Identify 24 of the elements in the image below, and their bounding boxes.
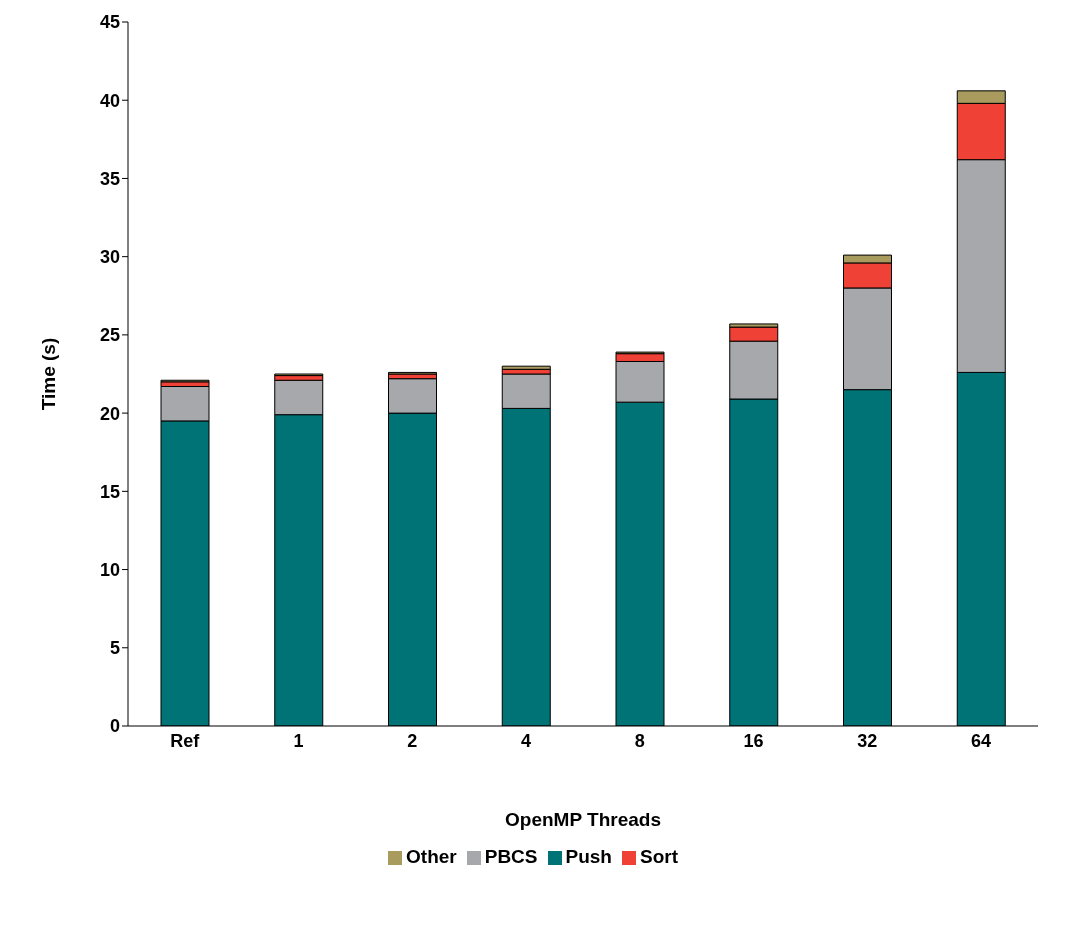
x-tick-label: 8 <box>634 730 645 751</box>
x-tick-label: 32 <box>857 730 878 751</box>
x-tick-label: 64 <box>971 730 992 751</box>
x-tick-label: 16 <box>743 730 764 751</box>
y-tick-label: 10 <box>99 559 120 580</box>
y-tick-label: 25 <box>99 325 120 346</box>
x-axis-title: OpenMP Threads <box>505 809 661 830</box>
legend-label: Other <box>406 846 457 867</box>
y-tick-label: 0 <box>109 716 120 737</box>
y-tick-label: 30 <box>99 247 120 268</box>
y-tick-label: 40 <box>99 90 120 111</box>
legend-label: PBCS <box>484 846 538 867</box>
x-tick-label: Ref <box>170 730 201 751</box>
y-tick-label: 15 <box>99 481 120 502</box>
x-tick-label: 4 <box>521 730 532 751</box>
y-tick-label: 20 <box>99 403 120 424</box>
legend-label: Push <box>565 846 612 867</box>
x-tick-label: 1 <box>293 730 304 751</box>
y-tick-label: 5 <box>109 638 120 659</box>
x-tick-label: 2 <box>407 730 418 751</box>
legend-label: Sort <box>639 846 678 867</box>
y-tick-label: 45 <box>99 12 120 33</box>
y-tick-label: 35 <box>99 168 120 189</box>
y-axis-title: Time (s) <box>37 337 59 411</box>
